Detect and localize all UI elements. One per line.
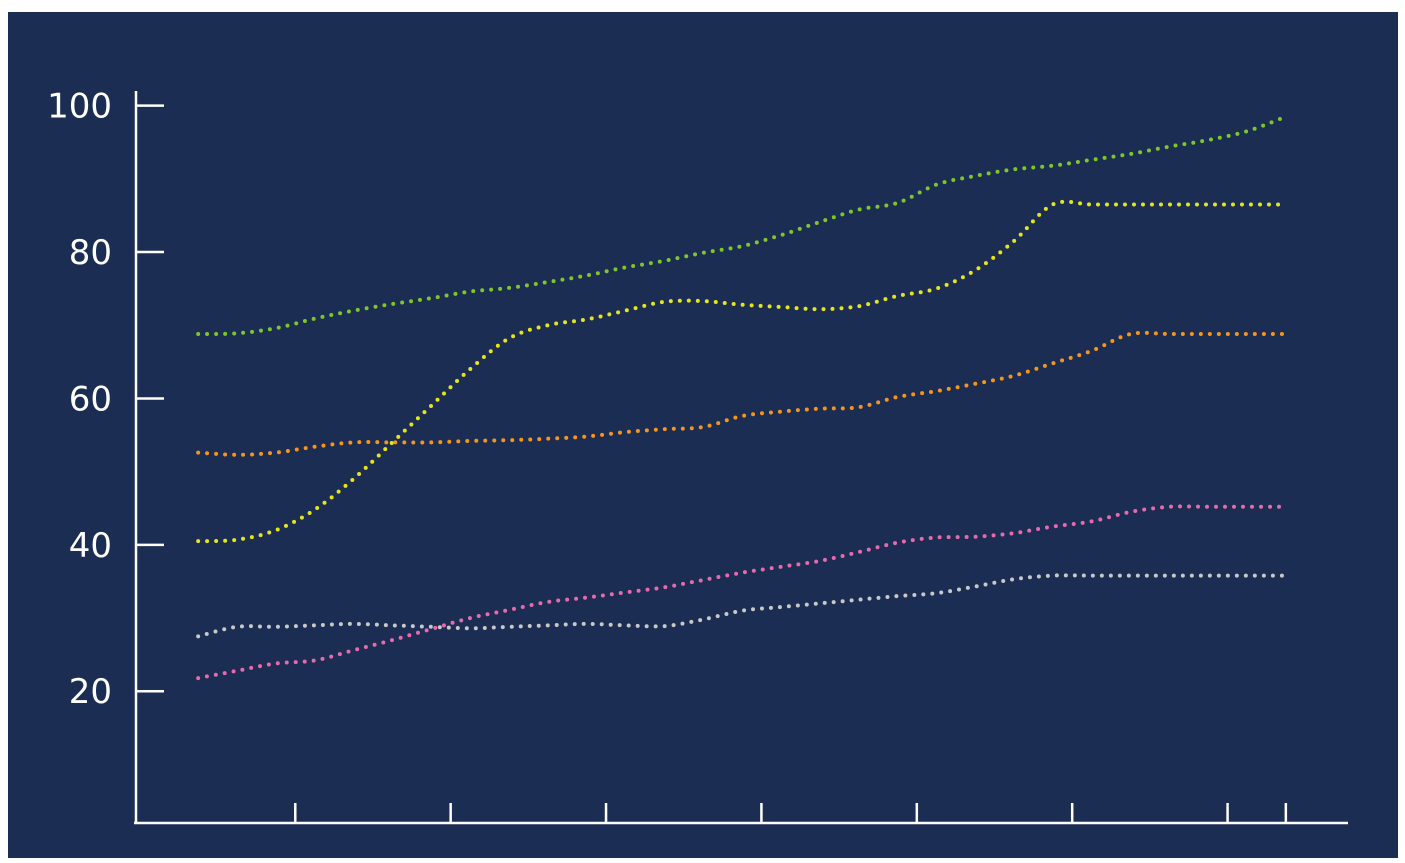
- series-line-5: [196, 573, 1288, 639]
- series-line-3: [196, 330, 1288, 457]
- y-tick-label: 80: [69, 233, 112, 273]
- series-line-1: [196, 114, 1288, 337]
- chart-panel: [8, 12, 1398, 858]
- y-tick-label: 20: [69, 672, 112, 712]
- x-ticks: [294, 803, 1288, 823]
- y-tick-label: 40: [69, 526, 112, 566]
- y-tick-label: 100: [47, 87, 112, 127]
- series-line-2: [196, 199, 1288, 544]
- series-line-4: [196, 504, 1288, 681]
- series-group: [196, 114, 1288, 681]
- y-tick-label: 60: [69, 379, 112, 419]
- y-ticks: 20 40 60 80 100: [47, 87, 164, 712]
